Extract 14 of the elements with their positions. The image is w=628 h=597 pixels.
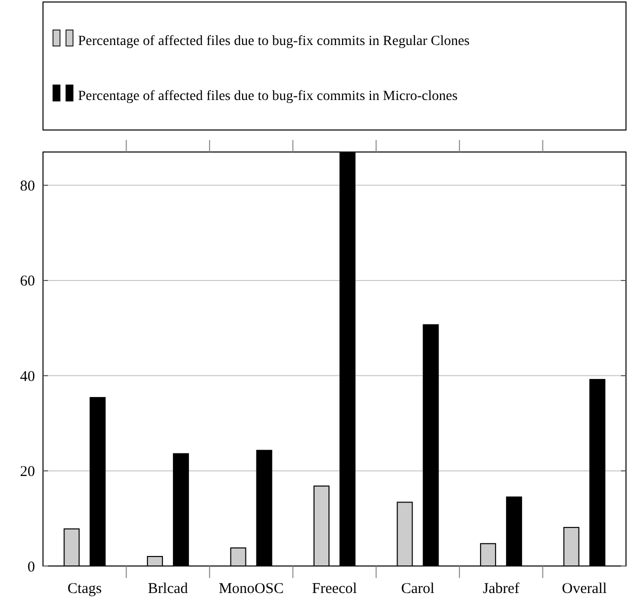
- y-tick-label: 80: [20, 178, 35, 195]
- legend-label: Percentage of affected files due to bug-fix commits in Micro-clones: [78, 89, 458, 104]
- y-tick-label: 40: [20, 368, 35, 385]
- legend-label: Percentage of affected files due to bug-fix commits in Regular Clones: [78, 34, 470, 49]
- x-tick-label: Carol: [401, 581, 434, 597]
- y-tick-label: 60: [20, 274, 35, 290]
- x-tick-label: Jabref: [482, 581, 520, 597]
- x-tick-label: Ctags: [68, 581, 102, 597]
- y-tick-label: 0: [28, 559, 35, 576]
- x-tick-label: MonoOSC: [218, 581, 284, 597]
- x-tick-label: Freecol: [312, 581, 357, 597]
- x-tick-label: Overall: [562, 581, 607, 597]
- x-tick-label: Brlcad: [148, 581, 188, 597]
- y-tick-label: 20: [20, 464, 35, 480]
